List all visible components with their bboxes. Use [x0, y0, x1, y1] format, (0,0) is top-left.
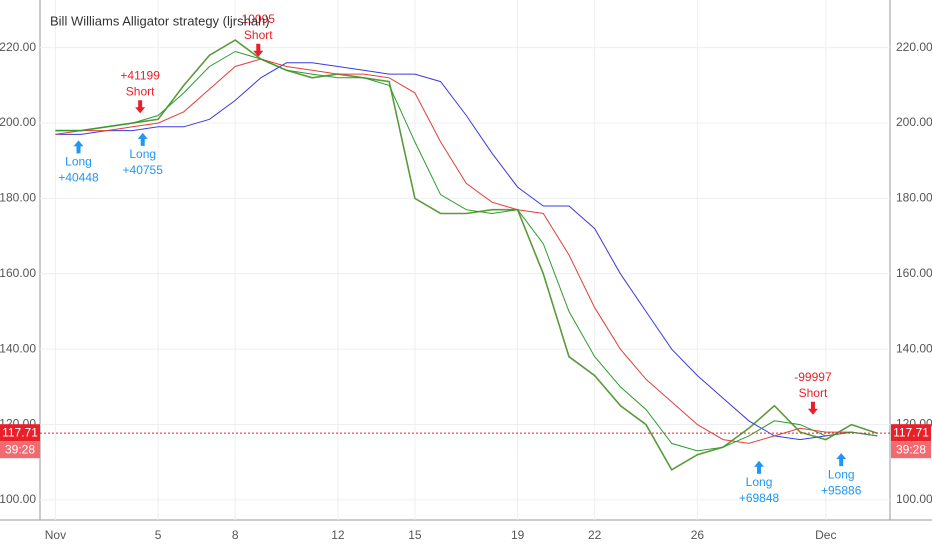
x-tick-label: 12 [331, 528, 345, 542]
chart-title: Bill Williams Alligator strategy (ljrsha… [50, 13, 270, 28]
x-tick-label: 22 [588, 528, 602, 542]
short-arrow [807, 401, 818, 415]
x-tick-label: 26 [691, 528, 705, 542]
signal-profit: +41199 [120, 68, 160, 82]
x-tick-label: 19 [511, 528, 525, 542]
y-tick-label-right: 160.00 [896, 266, 932, 280]
y-tick-label: 100.00 [0, 492, 36, 506]
y-tick-label-right: 180.00 [896, 191, 932, 205]
signal-side: Long [65, 155, 92, 169]
y-tick-label-right: 140.00 [896, 341, 932, 355]
signal-profit: +69848 [739, 491, 780, 505]
y-tick-label: 180.00 [0, 191, 36, 205]
y-tick-label-right: 100.00 [896, 492, 932, 506]
y-tick-label: 160.00 [0, 266, 36, 280]
x-tick-label: Nov [45, 528, 66, 542]
countdown-label: 39:28 [5, 442, 35, 456]
series-line [55, 39, 878, 471]
long-arrow [836, 453, 847, 467]
signal-side: Short [799, 386, 828, 400]
last-price-label: 117.71 [2, 425, 38, 439]
signal-profit: 10095 [242, 12, 276, 26]
signal-profit: -99997 [794, 370, 832, 384]
signal-profit: +40448 [58, 171, 99, 185]
y-tick-label: 220.00 [0, 40, 36, 54]
signal-side: Long [129, 147, 156, 161]
long-arrow [73, 140, 84, 154]
signal-side: Short [244, 28, 273, 42]
y-tick-label: 200.00 [0, 115, 36, 129]
countdown-box [0, 441, 40, 459]
signal-side: Long [746, 475, 773, 489]
last-price-label: 117.71 [893, 425, 929, 439]
y-tick-label-right: 220.00 [896, 40, 932, 54]
countdown-label: 39:28 [896, 442, 926, 456]
long-arrow [137, 132, 148, 146]
series-line [55, 62, 878, 441]
short-arrow [253, 43, 264, 57]
price-box [0, 424, 40, 442]
price-box [891, 424, 931, 442]
signal-side: Long [828, 467, 855, 481]
signal-side: Short [126, 84, 155, 98]
y-tick-label: 140.00 [0, 341, 36, 355]
long-arrow [754, 460, 765, 474]
x-tick-label: 8 [232, 528, 239, 542]
x-tick-label: Dec [815, 528, 836, 542]
x-tick-label: 15 [408, 528, 422, 542]
series-line [55, 50, 878, 452]
x-tick-label: 5 [155, 528, 162, 542]
series-line [55, 58, 878, 444]
signal-profit: +40755 [123, 163, 164, 177]
short-arrow [135, 100, 146, 114]
signal-profit: +95886 [821, 483, 862, 497]
y-tick-label-right: 200.00 [896, 115, 932, 129]
countdown-box [891, 441, 931, 459]
